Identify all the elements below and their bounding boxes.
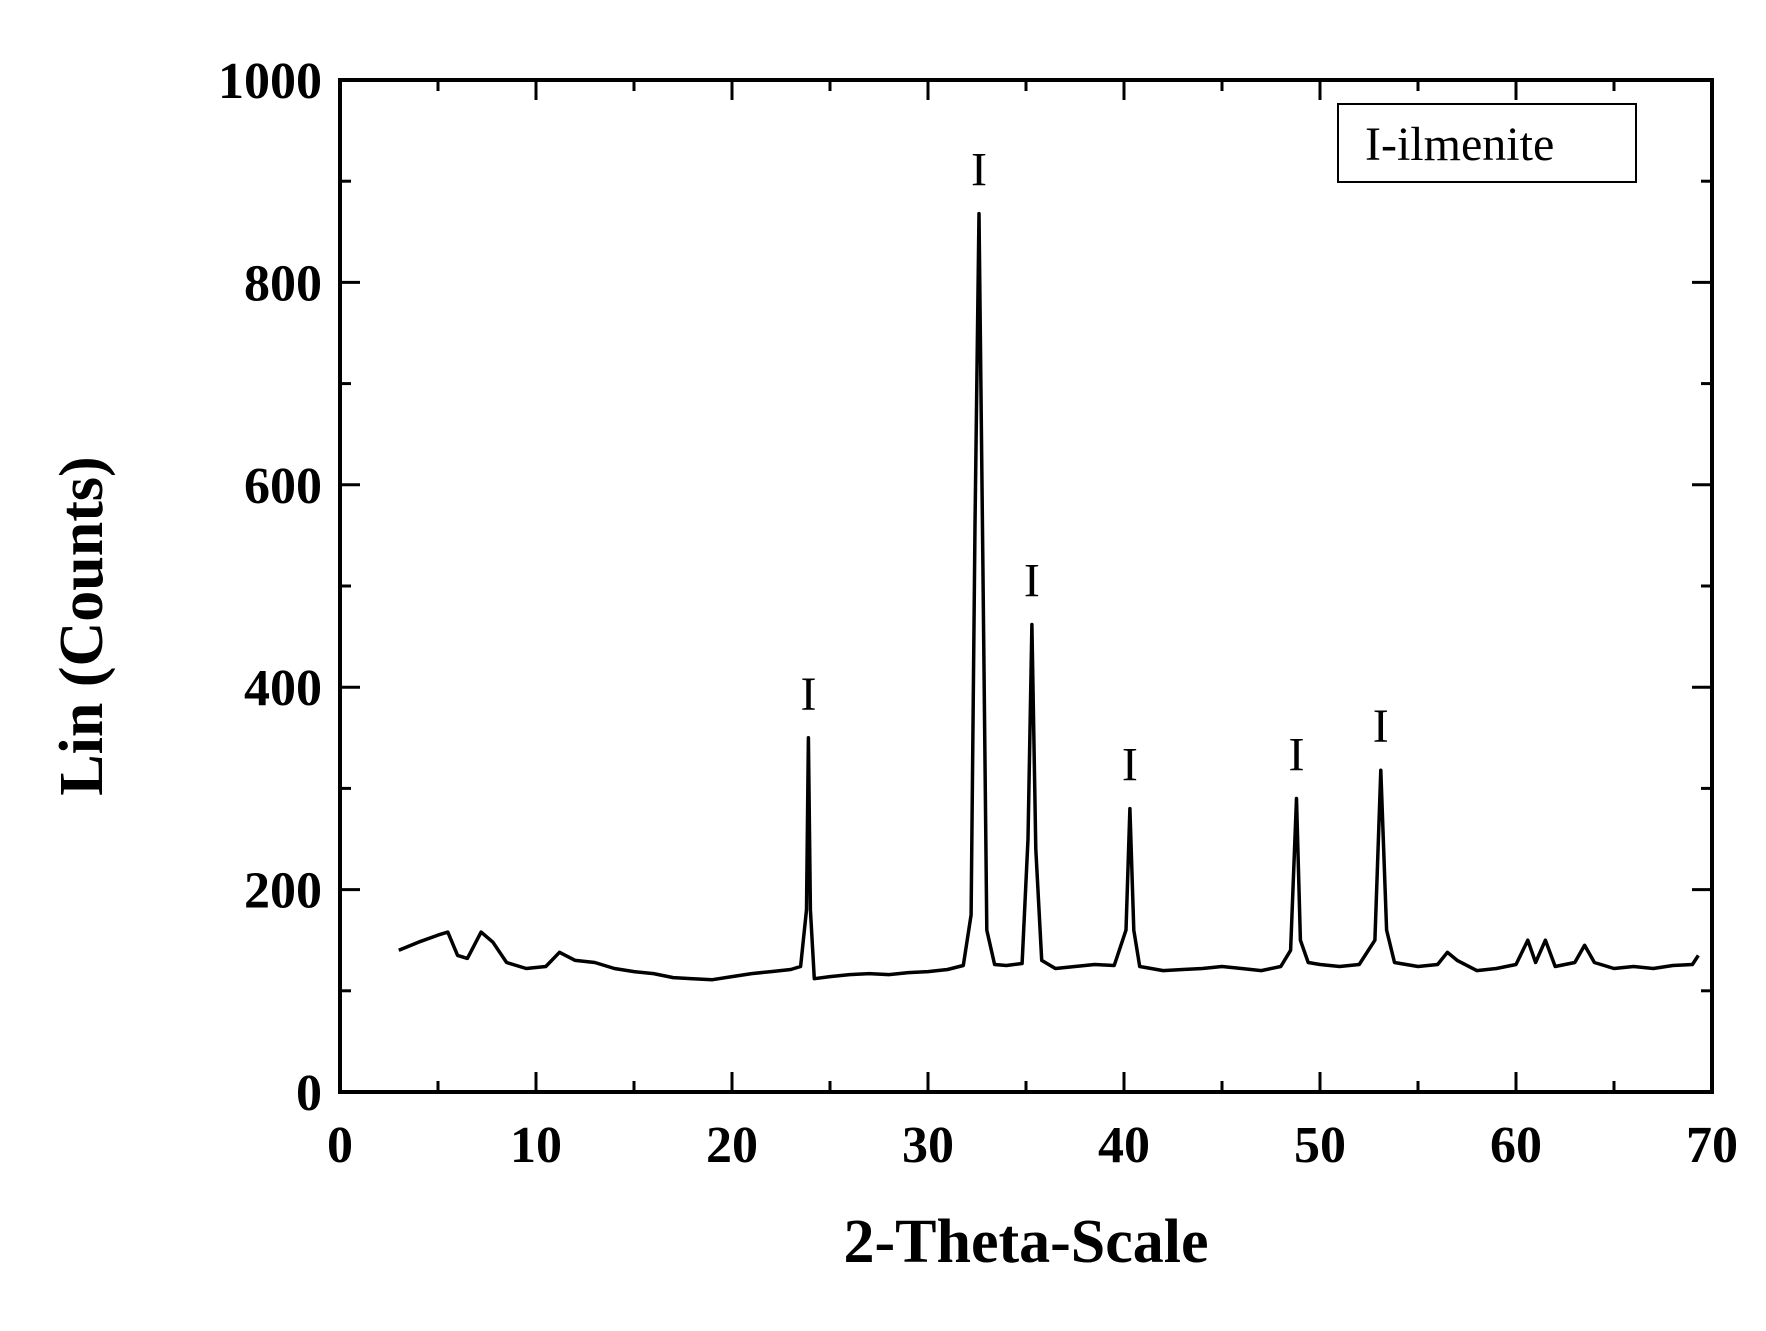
y-tick-label: 800 <box>244 255 322 312</box>
peak-marker-label: I <box>1122 739 1138 792</box>
y-tick-label: 1000 <box>218 53 322 110</box>
tick-labels: 0 10 20 30 40 50 60 70 0 200 400 600 800 1000 <box>218 53 1738 1174</box>
y-tick-label: 0 <box>296 1065 322 1122</box>
x-tick-label: 70 <box>1686 1117 1738 1174</box>
peak-markers: I I I I I I <box>800 144 1388 792</box>
y-tick-label: 200 <box>244 863 322 920</box>
x-tick-label: 30 <box>902 1117 954 1174</box>
x-axis-title: 2-Theta-Scale <box>843 1208 1208 1276</box>
xrd-series-line <box>398 211 1700 982</box>
peak-marker-label: I <box>971 144 987 197</box>
y-tick-label: 600 <box>244 458 322 515</box>
legend: I-ilmenite <box>1337 103 1637 183</box>
peak-marker-label: I <box>1288 729 1304 782</box>
x-tick-label: 50 <box>1294 1117 1346 1174</box>
x-tick-label: 10 <box>510 1117 562 1174</box>
legend-box <box>1337 103 1637 183</box>
x-tick-label: 0 <box>327 1117 353 1174</box>
peak-marker-label: I <box>1373 700 1389 753</box>
x-tick-label: 20 <box>706 1117 758 1174</box>
peak-marker-label: I <box>1024 554 1040 607</box>
y-axis-title: Lin (Counts) <box>48 456 116 795</box>
x-tick-label: 60 <box>1490 1117 1542 1174</box>
x-tick-label: 40 <box>1098 1117 1150 1174</box>
data-layer <box>398 211 1700 982</box>
legend-label: I-ilmenite <box>1365 118 1554 171</box>
peak-marker-label: I <box>800 668 816 721</box>
y-tick-label: 400 <box>244 660 322 717</box>
plot-frame <box>338 78 1714 1094</box>
